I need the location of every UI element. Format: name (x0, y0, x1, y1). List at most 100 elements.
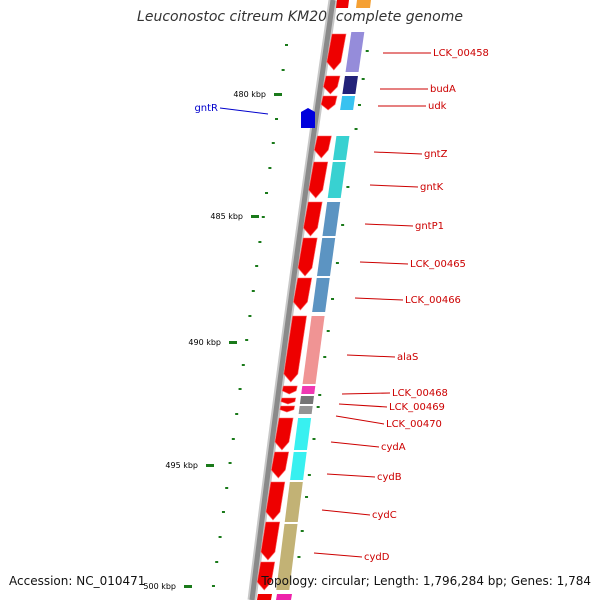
category-bar (298, 406, 313, 414)
minor-tick (271, 142, 275, 144)
gene-label-buda: budA (430, 84, 456, 95)
gene-labels-layer: LCK_00458 budA udk gntZ gntK gntP1 LCK_00465 LC… (194, 48, 489, 563)
minor-tick (275, 118, 279, 120)
kbp-tick-label: 495 kbp (165, 461, 198, 470)
category-bar (345, 32, 365, 72)
category-bar (290, 452, 307, 480)
outer-tick (297, 556, 301, 558)
leader-line-reverse (219, 107, 269, 115)
outer-tick (318, 394, 322, 396)
color-fragment-top (356, 0, 371, 8)
category-bar (299, 396, 314, 404)
cds-fragment-bottom (257, 594, 272, 600)
leader-line (346, 354, 396, 358)
outer-tick (305, 496, 309, 498)
minor-tick (265, 192, 269, 194)
cds-arrow (274, 417, 294, 451)
cds-fragment-top (336, 0, 349, 8)
gene-label-cydb: cydB (377, 472, 402, 483)
cds-arrow (283, 315, 307, 383)
outer-tick (300, 530, 304, 532)
reverse-cds-arrow (301, 108, 315, 128)
gene-label-lck_00458: LCK_00458 (433, 48, 489, 59)
kbp-tick-label: 485 kbp (210, 212, 243, 221)
leader-line (335, 415, 385, 425)
category-bar (293, 418, 312, 450)
minor-tick (211, 585, 215, 587)
category-bar (317, 238, 336, 276)
minor-tick (221, 511, 225, 513)
gene-label-alas: alaS (397, 352, 418, 363)
category-bar (327, 162, 346, 198)
major-tick (274, 93, 282, 96)
minor-tick (258, 241, 262, 243)
gene-features-layer (256, 32, 365, 591)
gene-label-udk: udk (428, 101, 447, 112)
cds-arrow (256, 561, 276, 591)
accession-text: Accession: NC_010471 (9, 574, 146, 588)
outer-tick (365, 50, 369, 52)
gene-label-lck_00465: LCK_00465 (410, 259, 466, 270)
leader-line (330, 441, 380, 448)
cds-arrow (313, 135, 332, 159)
major-tick (229, 341, 237, 344)
gene-label-lck_00469: LCK_00469 (389, 402, 445, 413)
gene-label-cydc: cydC (372, 510, 397, 521)
cds-arrow (326, 33, 347, 71)
leader-line (364, 223, 414, 227)
category-bar (340, 96, 356, 110)
minor-tick (261, 216, 265, 218)
leader-line (354, 297, 404, 301)
outer-tick (341, 224, 345, 226)
category-bar (302, 316, 325, 384)
gene-label-lck_00470: LCK_00470 (386, 419, 442, 430)
category-bar (342, 76, 358, 94)
major-tick (184, 585, 192, 588)
gene-label-gntr: gntR (194, 103, 218, 114)
minor-tick (248, 315, 252, 317)
leader-line (338, 403, 388, 408)
cds-arrow (303, 201, 323, 237)
minor-tick (251, 290, 255, 292)
leader-line (359, 261, 409, 265)
outer-tick (307, 474, 311, 476)
outer-tick (361, 78, 365, 80)
gene-label-lck_00468: LCK_00468 (392, 388, 448, 399)
outer-tick (346, 186, 350, 188)
cds-arrow (320, 95, 338, 111)
cds-arrow (260, 521, 281, 561)
outer-tick (316, 406, 320, 408)
kbp-tick-label: 490 kbp (188, 338, 221, 347)
category-bar (284, 482, 303, 522)
minor-tick (218, 536, 222, 538)
minor-tick (255, 265, 259, 267)
category-bar (301, 386, 316, 394)
minor-tick (241, 364, 245, 366)
minor-tick (231, 438, 235, 440)
outer-tick (326, 330, 330, 332)
gene-label-gntz: gntZ (424, 149, 448, 160)
backbone-arc-core (249, 0, 336, 600)
genome-title: Leuconostoc citreum KM20, complete genom… (137, 9, 463, 25)
scale-ticks-layer: 480 kbp 485 kbp 490 kbp 495 kbp 500 kbp (143, 44, 369, 591)
cds-arrow (297, 237, 318, 277)
minor-tick (228, 462, 232, 464)
outer-tick (354, 128, 358, 130)
outer-tick (335, 262, 339, 264)
outer-tick (331, 298, 335, 300)
gene-label-cyda: cydA (381, 442, 406, 453)
leader-line (321, 509, 371, 516)
minor-tick (285, 44, 288, 46)
genome-summary-text: Topology: circular; Length: 1,796,284 bp… (261, 574, 591, 588)
minor-tick (281, 69, 285, 71)
minor-tick (268, 167, 272, 169)
leader-line (373, 151, 423, 155)
kbp-tick-label: 480 kbp (233, 90, 266, 99)
outer-tick (323, 356, 327, 358)
cds-arrow (281, 385, 298, 395)
minor-tick (235, 413, 239, 415)
minor-tick (245, 339, 249, 341)
cds-arrow (279, 405, 296, 413)
category-bar (312, 278, 330, 312)
